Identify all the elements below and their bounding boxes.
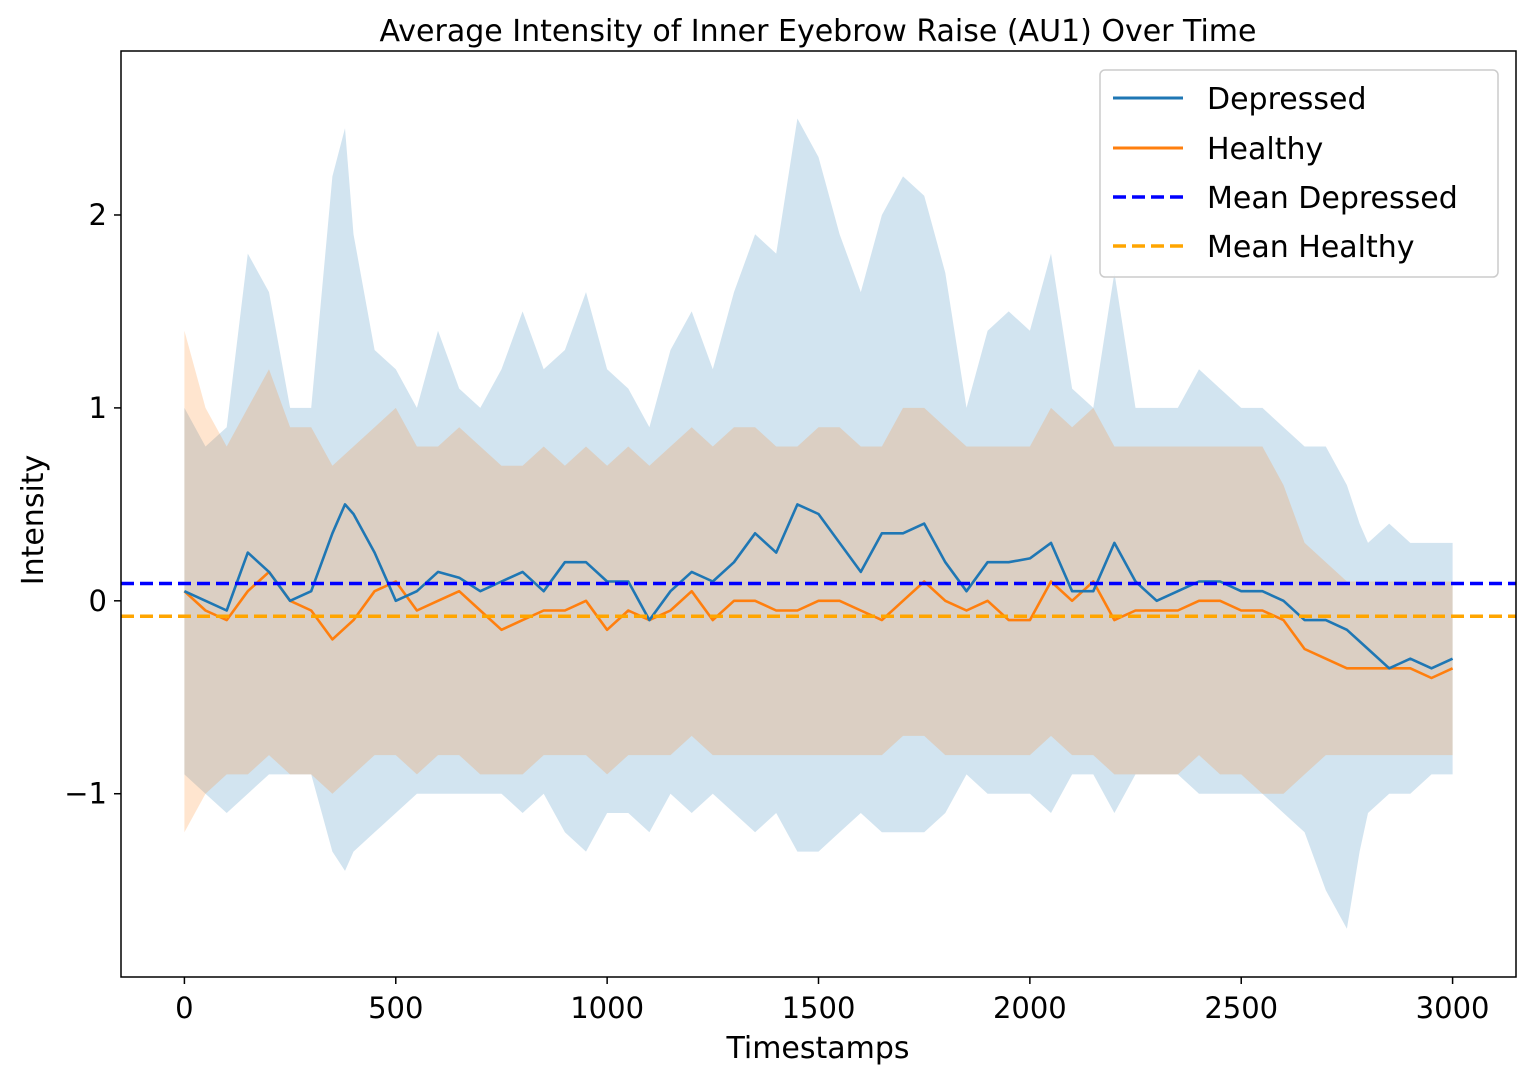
healthy-line <box>183 570 1454 680</box>
x-tick-label: 2000 <box>993 991 1067 1025</box>
legend-box <box>1099 69 1499 278</box>
x-tick-label: 0 <box>175 991 193 1025</box>
chart-title: Average Intensity of Inner Eyebrow Raise… <box>380 14 1257 49</box>
y-tick-label: 0 <box>89 584 107 618</box>
x-tick-label: 2500 <box>1204 991 1278 1025</box>
depressed-line <box>183 503 1454 670</box>
band-healthy <box>184 330 1453 833</box>
y-tick-label: −1 <box>64 777 107 811</box>
legend-label-mean-depressed: Mean Depressed <box>1207 181 1458 216</box>
x-tick-label: 1000 <box>570 991 644 1025</box>
legend-label-mean-healthy: Mean Healthy <box>1207 230 1415 265</box>
y-axis-label: Intensity <box>16 455 51 586</box>
y-tick-label: 1 <box>89 391 107 425</box>
y-axis: −1 0 1 2 <box>64 198 121 811</box>
x-axis-label: Timestamps <box>725 1031 909 1066</box>
x-tick-label: 1500 <box>782 991 856 1025</box>
x-tick-label: 3000 <box>1416 991 1490 1025</box>
plot-area <box>120 50 1517 978</box>
std-bands <box>184 118 1453 929</box>
legend-label-healthy: Healthy <box>1207 132 1323 167</box>
x-tick-label: 500 <box>368 991 423 1025</box>
legend: Depressed Healthy Mean Depressed Mean He… <box>1099 69 1499 278</box>
legend-label-depressed: Depressed <box>1207 82 1367 117</box>
band-depressed <box>184 118 1453 929</box>
y-tick-label: 2 <box>89 198 107 232</box>
x-axis: 0 500 1000 1500 2000 2500 3000 <box>175 977 1489 1025</box>
series-lines <box>121 503 1516 680</box>
